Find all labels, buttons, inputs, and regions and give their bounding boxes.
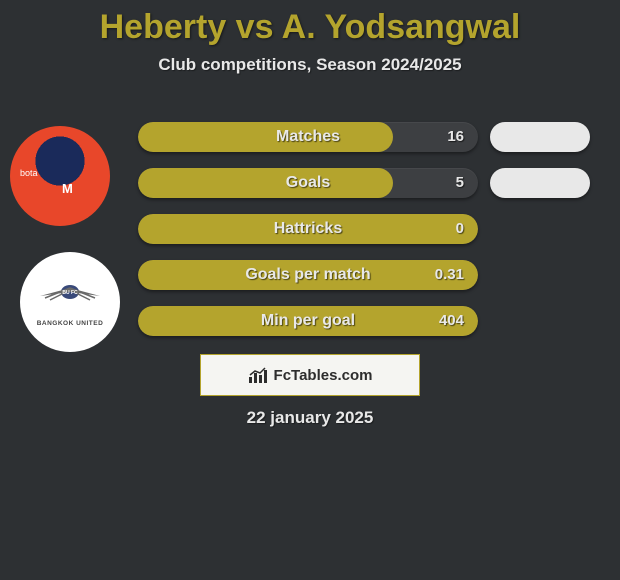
jersey-sponsor-large: M — [62, 181, 73, 196]
chart-icon — [248, 367, 268, 383]
brand-label: FcTables.com — [274, 367, 373, 384]
stat-label: Hattricks — [138, 214, 478, 244]
stat-row-min-per-goal: Min per goal 404 — [138, 306, 478, 336]
page-title: Heberty vs A. Yodsangwal — [0, 0, 620, 47]
club-crest-icon: BU FC — [30, 278, 110, 318]
player1-avatar: bota M — [10, 126, 110, 226]
club-name-label: BANGKOK UNITED — [37, 320, 104, 327]
stat-row-matches: Matches 16 — [138, 122, 478, 152]
stat-row-hattricks: Hattricks 0 — [138, 214, 478, 244]
stat-value: 16 — [447, 122, 464, 152]
stat-label: Goals — [138, 168, 478, 198]
stat-value: 404 — [439, 306, 464, 336]
page-subtitle: Club competitions, Season 2024/2025 — [0, 55, 620, 75]
comparison-pill — [490, 168, 590, 198]
stat-label: Matches — [138, 122, 478, 152]
stat-row-goals: Goals 5 — [138, 168, 478, 198]
brand-box[interactable]: FcTables.com — [200, 354, 420, 396]
comparison-pills — [490, 122, 590, 214]
stat-value: 0 — [456, 214, 464, 244]
stats-bars: Matches 16 Goals 5 Hattricks 0 Goals per… — [138, 122, 478, 352]
jersey-sponsor-small: bota — [20, 168, 38, 178]
comparison-pill — [490, 122, 590, 152]
stat-value: 5 — [456, 168, 464, 198]
stat-value: 0.31 — [435, 260, 464, 290]
footer-date: 22 january 2025 — [0, 408, 620, 428]
stat-label: Min per goal — [138, 306, 478, 336]
player2-avatar: BU FC BANGKOK UNITED — [20, 252, 120, 352]
svg-text:BU FC: BU FC — [62, 290, 78, 296]
stat-label: Goals per match — [138, 260, 478, 290]
stat-row-goals-per-match: Goals per match 0.31 — [138, 260, 478, 290]
